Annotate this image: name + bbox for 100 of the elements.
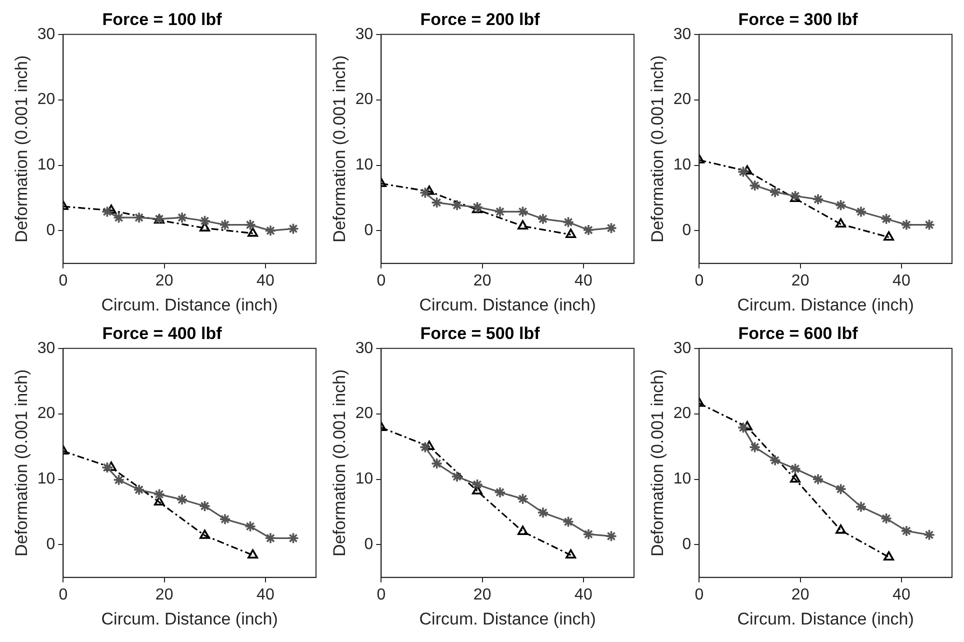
y-axis-title: Deformation (0.001 inch) — [648, 55, 667, 242]
point — [471, 478, 484, 490]
x-tick-label: 40 — [574, 272, 592, 290]
point — [264, 532, 276, 544]
point — [923, 528, 936, 541]
point — [219, 513, 231, 526]
y-tick-label: 30 — [673, 26, 692, 43]
point — [516, 206, 529, 218]
point — [789, 462, 802, 475]
point — [880, 213, 892, 225]
point — [287, 222, 300, 235]
chart-title: Force = 400 lbf — [102, 324, 222, 343]
point — [248, 227, 258, 237]
point — [248, 549, 258, 559]
point — [494, 206, 506, 218]
x-tick-label: 20 — [155, 586, 174, 604]
x-tick-label: 20 — [791, 272, 810, 290]
y-axis-title: Deformation (0.001 inch) — [12, 55, 31, 242]
y-tick-label: 30 — [355, 340, 374, 357]
y-tick-label: 20 — [673, 405, 692, 422]
point — [900, 525, 912, 537]
point — [200, 222, 210, 232]
y-tick-label: 10 — [37, 156, 56, 174]
y-tick-label: 20 — [355, 91, 374, 108]
y-tick-label: 30 — [673, 340, 692, 357]
point — [133, 212, 145, 224]
point — [244, 218, 256, 231]
point — [884, 231, 894, 241]
y-tick-label: 10 — [355, 156, 374, 174]
x-tick-label: 0 — [58, 272, 68, 290]
point — [748, 180, 761, 192]
point — [516, 492, 529, 505]
point — [287, 532, 300, 544]
x-axis-title: Circum. Distance (inch) — [419, 295, 596, 314]
point — [176, 212, 188, 224]
y-tick-label: 0 — [46, 222, 56, 240]
point — [790, 473, 800, 483]
y-axis-title: Deformation (0.001 inch) — [330, 369, 349, 556]
point — [737, 166, 750, 178]
point — [769, 454, 781, 466]
point — [518, 220, 528, 230]
y-tick-label: 0 — [682, 222, 692, 240]
point — [430, 196, 443, 208]
x-tick-label: 40 — [892, 272, 910, 290]
x-tick-label: 0 — [694, 272, 704, 290]
x-axis-title: Circum. Distance (inch) — [101, 609, 278, 628]
x-tick-label: 20 — [791, 586, 810, 604]
y-tick-label: 10 — [355, 470, 374, 488]
point — [562, 516, 574, 528]
point — [198, 500, 211, 512]
point — [742, 165, 752, 175]
point — [769, 186, 781, 198]
y-tick-label: 20 — [37, 91, 56, 108]
point — [748, 441, 761, 454]
point — [154, 496, 164, 506]
point — [537, 506, 549, 519]
chart-title: Force = 600 lbf — [738, 324, 858, 343]
point — [855, 500, 867, 513]
point — [605, 222, 618, 234]
point — [737, 422, 750, 434]
point — [112, 474, 125, 486]
point — [419, 186, 432, 199]
point — [812, 193, 824, 206]
x-tick-label: 20 — [155, 272, 174, 290]
x-tick-label: 0 — [694, 586, 704, 604]
chart-title: Force = 100 lbf — [102, 10, 222, 29]
x-tick-label: 0 — [376, 272, 386, 290]
point — [200, 530, 210, 539]
y-axis-title: Deformation (0.001 inch) — [330, 55, 349, 242]
x-tick-label: 40 — [892, 586, 910, 604]
chart-title: Force = 200 lbf — [420, 10, 540, 29]
point — [566, 228, 576, 238]
point — [582, 224, 594, 236]
y-axis-title: Deformation (0.001 inch) — [648, 369, 667, 556]
y-tick-label: 10 — [37, 470, 56, 488]
point — [812, 473, 824, 486]
point — [430, 458, 443, 470]
point — [880, 512, 892, 524]
point — [836, 524, 846, 534]
point — [537, 213, 549, 225]
point — [923, 218, 936, 231]
point — [219, 218, 231, 231]
point — [855, 206, 867, 218]
y-tick-label: 20 — [355, 405, 374, 422]
point — [836, 218, 846, 228]
point — [419, 441, 432, 454]
y-tick-label: 10 — [673, 470, 692, 488]
y-tick-label: 0 — [364, 222, 374, 240]
point — [518, 526, 528, 535]
point — [153, 488, 166, 500]
x-tick-label: 40 — [574, 586, 592, 604]
y-tick-label: 20 — [673, 91, 692, 108]
y-tick-label: 0 — [46, 536, 56, 554]
x-axis-title: Circum. Distance (inch) — [419, 609, 596, 628]
y-tick-label: 30 — [355, 26, 374, 43]
x-tick-label: 20 — [473, 586, 492, 604]
point — [834, 199, 847, 212]
chart-title: Force = 300 lbf — [738, 10, 858, 29]
x-tick-label: 20 — [473, 272, 492, 290]
point — [112, 212, 125, 224]
